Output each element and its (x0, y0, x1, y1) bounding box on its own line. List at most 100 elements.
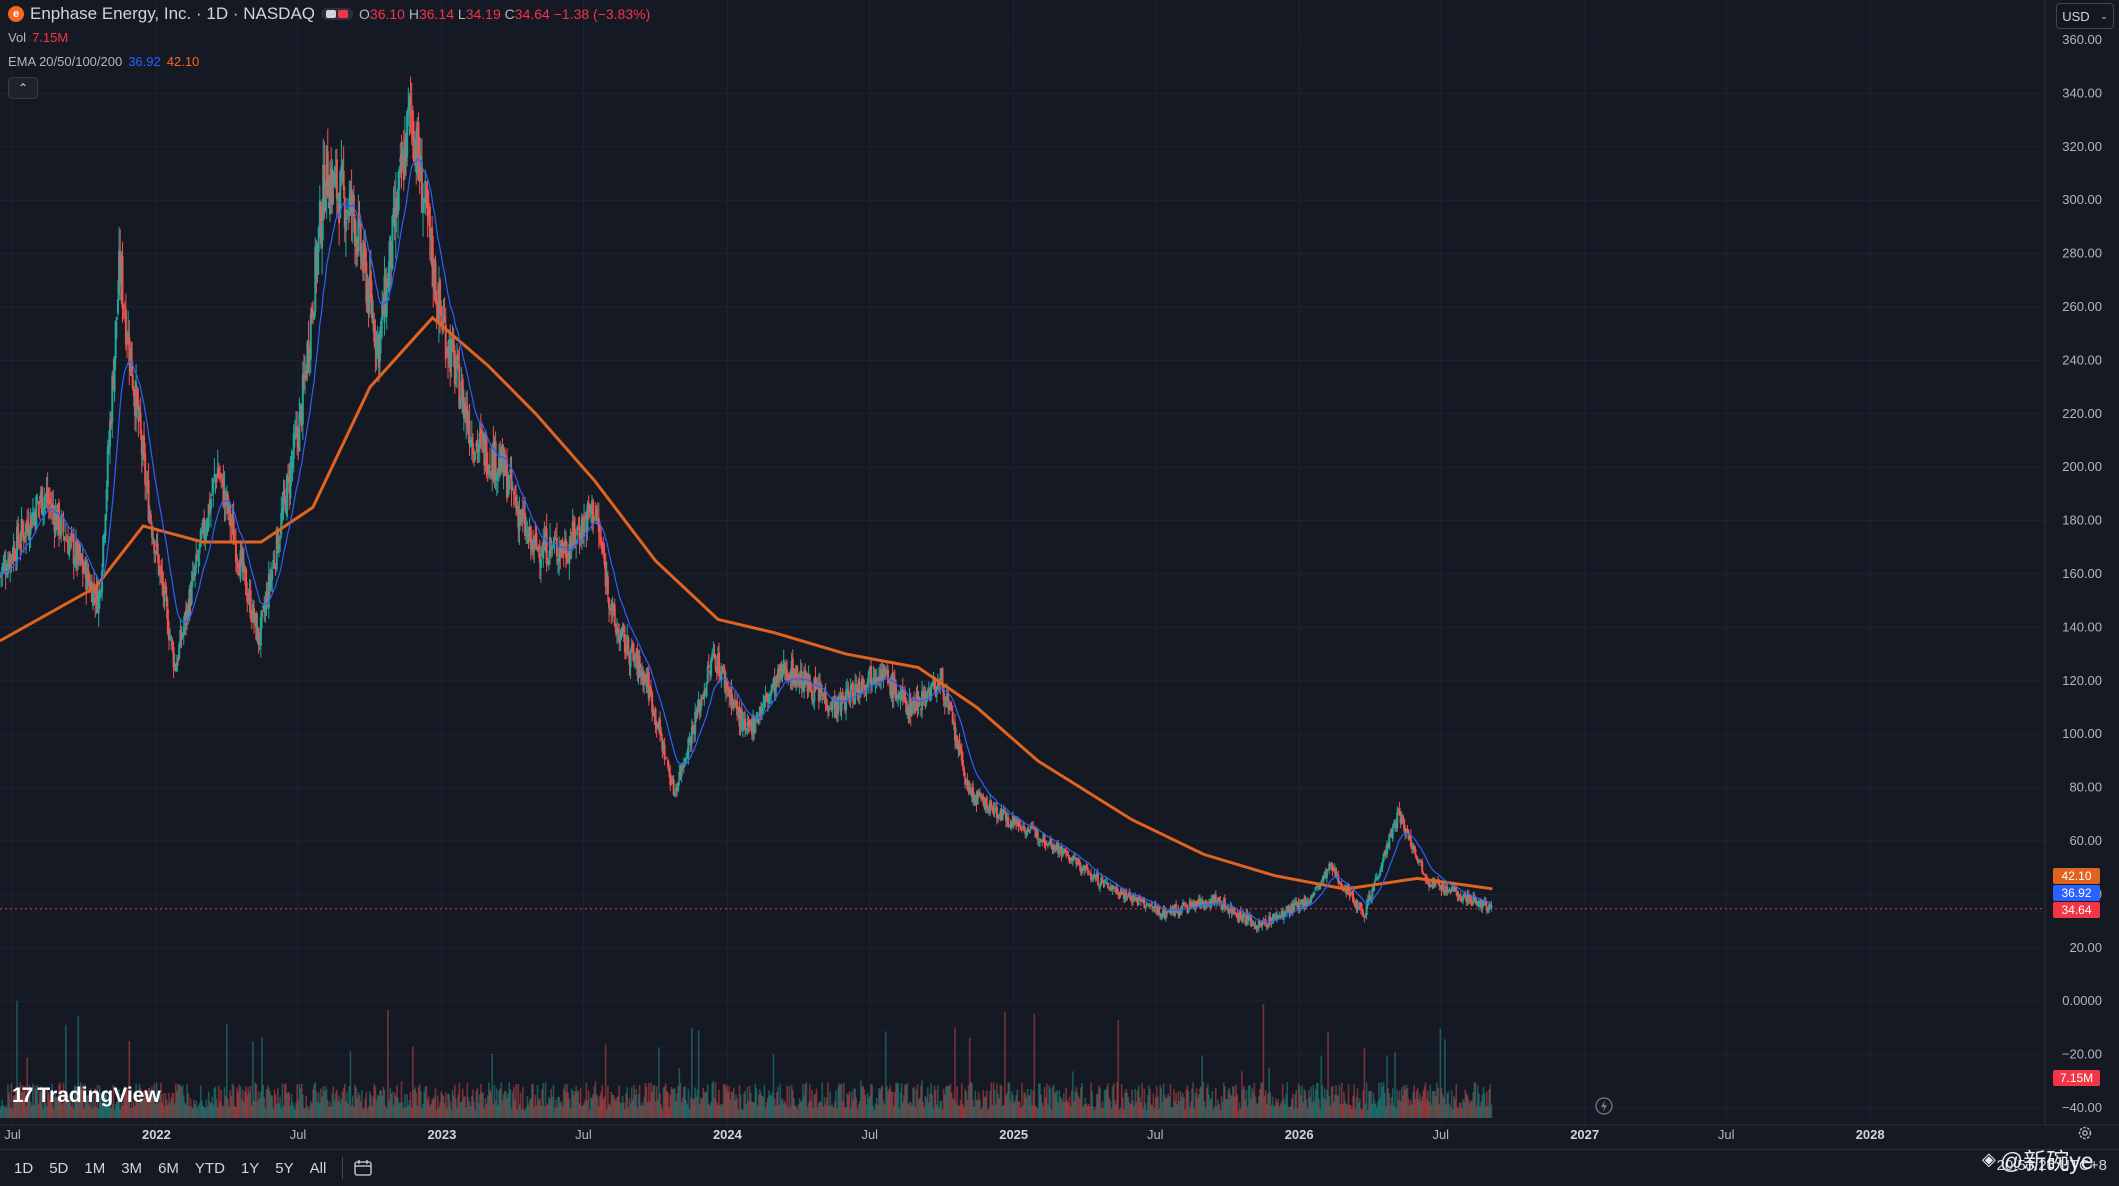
candle-body (1019, 825, 1022, 831)
volume-bar (1016, 1089, 1019, 1118)
candle-body (246, 592, 249, 603)
volume-bar (1209, 1099, 1211, 1118)
candle-body (1289, 907, 1292, 915)
volume-bar (66, 1090, 68, 1118)
clock-readout[interactable]: 20:53:26 UTC+8 (1996, 1157, 2108, 1174)
indicator-toggle-icon[interactable] (321, 8, 354, 20)
volume-bar (458, 1082, 461, 1118)
volume-bar (748, 1085, 751, 1118)
volume-bar (482, 1092, 484, 1118)
volume-bar (49, 1099, 51, 1118)
volume-bar (923, 1107, 926, 1118)
candle-body (710, 659, 713, 676)
candle-body (932, 677, 935, 686)
volume-legend[interactable]: Vol 7.15M (8, 30, 68, 45)
volume-bar (1255, 1103, 1258, 1118)
volume-bar (1202, 1082, 1205, 1118)
range-button-1d[interactable]: 1D (14, 1159, 34, 1177)
candle-body (1276, 914, 1279, 921)
candle-body (1443, 893, 1446, 895)
candle-body (1413, 846, 1416, 851)
candle-body (483, 433, 486, 466)
calendar-goto-icon[interactable] (353, 1159, 373, 1177)
candle-body (1251, 921, 1254, 926)
price-chart[interactable]: 360.00340.00320.00300.00280.00260.00240.… (0, 0, 2119, 1149)
volume-bar (1122, 1097, 1124, 1118)
volume-bar (1238, 1102, 1241, 1118)
candle-body (28, 537, 31, 540)
volume-bar (780, 1099, 783, 1118)
candle-body (1411, 844, 1414, 849)
volume-bar (1207, 1083, 1209, 1118)
candle-body (215, 477, 218, 483)
range-button-3m[interactable]: 3M (121, 1159, 143, 1177)
candle-body (544, 532, 547, 552)
volume-bar (751, 1101, 753, 1118)
volume-bar (1385, 1106, 1387, 1118)
volume-bar (892, 1105, 895, 1118)
range-button-1m[interactable]: 1M (84, 1159, 106, 1177)
range-button-5y[interactable]: 5Y (275, 1159, 294, 1177)
volume-bar (177, 1084, 179, 1118)
ema-legend[interactable]: EMA 20/50/100/200 36.92 42.10 (8, 54, 199, 69)
candle-body (1136, 898, 1139, 905)
volume-bar (451, 1090, 454, 1118)
symbol-legend[interactable]: e Enphase Energy, Inc. · 1D · NASDAQ O36… (8, 4, 650, 24)
candle-body (368, 274, 371, 314)
volume-bar (891, 1092, 894, 1118)
candle-body (888, 680, 891, 684)
volume-bar (1086, 1105, 1089, 1118)
volume-bar (86, 1095, 89, 1118)
volume-bar (145, 1095, 148, 1118)
candle-body (190, 580, 193, 604)
candle-body (1145, 904, 1148, 907)
candle-body (801, 688, 804, 692)
candle-body (1067, 855, 1070, 857)
lightning-icon[interactable] (1595, 1097, 1613, 1115)
volume-bar (36, 1084, 39, 1118)
volume-bar (215, 1099, 218, 1118)
change-value: −1.38 (−3.83%) (553, 6, 651, 22)
tradingview-logo[interactable]: 17 TradingView (12, 1084, 161, 1108)
volume-bar (515, 1084, 517, 1118)
candle-body (318, 200, 321, 233)
volume-bar (76, 1089, 78, 1118)
volume-bar (592, 1094, 594, 1118)
candle-body (68, 541, 71, 556)
candle-body (136, 388, 139, 404)
volume-bar (87, 1094, 90, 1118)
volume-bar (1334, 1094, 1336, 1118)
candle-body (574, 528, 577, 544)
candle-body (280, 512, 283, 535)
range-button-1y[interactable]: 1Y (240, 1159, 260, 1177)
volume-bar (993, 1089, 996, 1118)
candle-body (532, 545, 535, 553)
candle-body (37, 501, 40, 505)
volume-bar (27, 1088, 30, 1118)
range-button-5d[interactable]: 5D (49, 1159, 69, 1177)
candle-body (378, 331, 381, 362)
candle-body (892, 676, 895, 698)
candle-body (350, 192, 353, 214)
volume-bar (839, 1084, 842, 1118)
volume-bar (308, 1106, 311, 1118)
range-button-ytd[interactable]: YTD (194, 1159, 225, 1177)
volume-bar (1013, 1102, 1015, 1118)
candle-body (288, 476, 291, 493)
volume-bar (1304, 1090, 1307, 1118)
range-button-6m[interactable]: 6M (158, 1159, 179, 1177)
candle-body (54, 510, 57, 535)
volume-bar (670, 1087, 673, 1118)
candle-body (1070, 857, 1073, 861)
collapse-legend-button[interactable]: ⌃ (8, 77, 38, 99)
candle-body (1467, 893, 1470, 902)
volume-bar (1166, 1097, 1168, 1118)
volume-bar (353, 1106, 355, 1118)
currency-selector[interactable]: USD ⌄ (2056, 3, 2114, 29)
volume-bar (608, 1103, 610, 1118)
candle-body (899, 691, 902, 702)
volume-bar (0, 1108, 1, 1118)
range-button-all[interactable]: All (309, 1159, 327, 1177)
settings-gear-icon[interactable] (2077, 1125, 2093, 1141)
candle-body (1255, 925, 1258, 929)
